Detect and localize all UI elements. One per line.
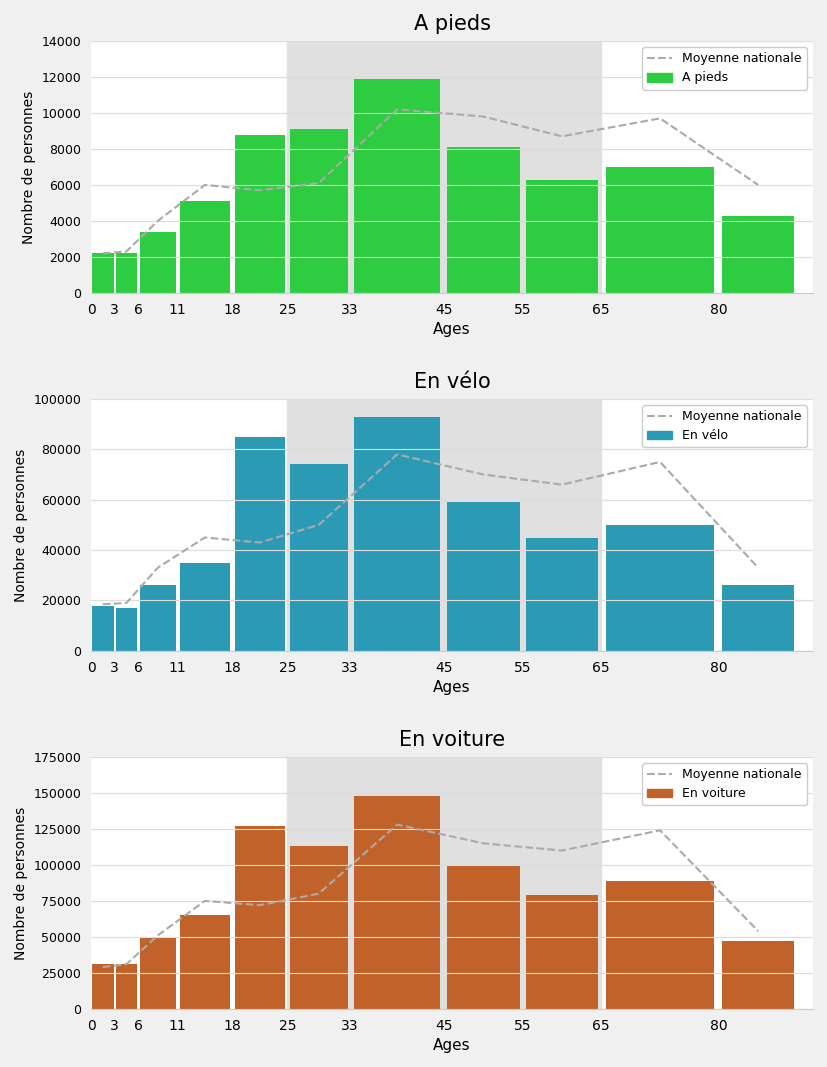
Bar	[287, 41, 601, 292]
Bar	[116, 253, 137, 292]
Bar	[354, 796, 441, 1008]
Bar	[447, 503, 519, 651]
Bar	[722, 941, 794, 1008]
Bar	[447, 147, 519, 292]
Bar	[92, 965, 113, 1008]
Title: En voiture: En voiture	[399, 730, 505, 750]
Bar	[179, 562, 230, 651]
Bar	[289, 464, 347, 651]
Title: En vélo: En vélo	[414, 372, 490, 392]
Bar	[447, 865, 519, 1008]
Bar	[92, 605, 113, 651]
Bar	[287, 757, 601, 1008]
Y-axis label: Nombre de personnes: Nombre de personnes	[14, 807, 28, 959]
Legend: Moyenne nationale, En voiture: Moyenne nationale, En voiture	[643, 763, 807, 806]
Legend: Moyenne nationale, A pieds: Moyenne nationale, A pieds	[643, 47, 807, 90]
Bar	[140, 232, 176, 292]
Bar	[526, 538, 598, 651]
Y-axis label: Nombre de personnes: Nombre de personnes	[14, 448, 28, 602]
Bar	[140, 937, 176, 1008]
Bar	[235, 436, 285, 651]
Bar	[116, 965, 137, 1008]
Bar	[526, 895, 598, 1008]
Y-axis label: Nombre de personnes: Nombre de personnes	[22, 91, 36, 243]
Bar	[235, 826, 285, 1008]
X-axis label: Ages: Ages	[433, 322, 471, 337]
Bar	[526, 179, 598, 292]
Bar	[140, 586, 176, 651]
Bar	[235, 134, 285, 292]
Bar	[289, 846, 347, 1008]
Bar	[179, 201, 230, 292]
Bar	[606, 525, 715, 651]
Legend: Moyenne nationale, En vélo: Moyenne nationale, En vélo	[643, 405, 807, 447]
Bar	[354, 79, 441, 292]
Bar	[606, 880, 715, 1008]
Bar	[289, 129, 347, 292]
Bar	[722, 216, 794, 292]
Bar	[606, 166, 715, 292]
Bar	[722, 586, 794, 651]
X-axis label: Ages: Ages	[433, 680, 471, 695]
Bar	[116, 608, 137, 651]
Bar	[92, 253, 113, 292]
Bar	[287, 399, 601, 651]
Title: A pieds: A pieds	[414, 14, 490, 34]
Bar	[179, 915, 230, 1008]
Bar	[354, 416, 441, 651]
X-axis label: Ages: Ages	[433, 1038, 471, 1053]
